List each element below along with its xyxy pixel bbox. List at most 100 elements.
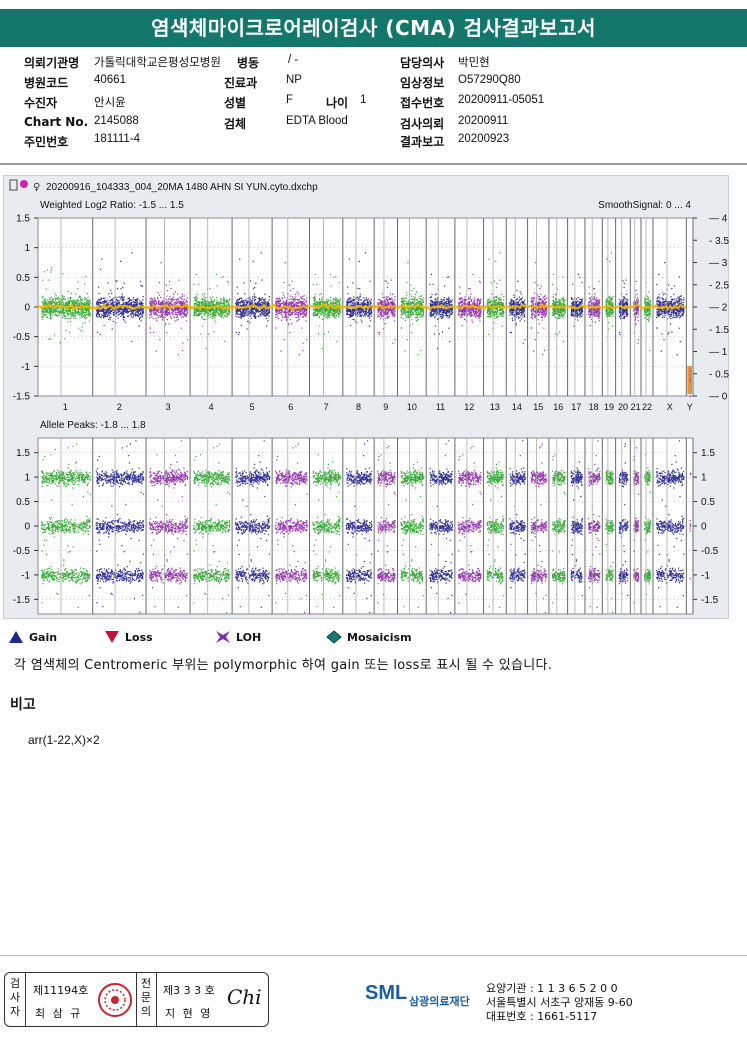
chr-4-points-panel-1 [193,273,231,350]
chr-17-points-panel-1 [570,273,584,327]
chr-label-6: 6 [288,402,293,412]
female-icon: ♀ [33,182,40,193]
chr-label-8: 8 [356,402,361,412]
legend-item-gain: Gain [8,630,57,644]
address: 서울특별시 서초구 양재동 9-60 [486,996,633,1009]
department-value: NP [286,74,302,86]
institution-code: 요양기관 : 1 1 3 6 5 2 0 0 [486,982,618,995]
chr-2-points-panel-1 [95,252,145,343]
patient-value: 안시윤 [94,97,126,109]
panel-right-title-1: SmoothSignal: 0 ... 4 [598,200,691,211]
specialist-name: 지 현 영 [165,1007,213,1020]
chr-label-15: 15 [533,402,543,412]
y-tick-label: 1.5 [16,214,30,225]
chr-3-points-panel-1 [149,262,189,356]
department-label: 진료과 [224,76,258,90]
right-tick-label: - 2.5 [709,280,729,291]
chr-X-points-panel-1 [656,262,685,356]
chr-label-20: 20 [618,402,628,412]
triangle-down-icon [105,631,119,643]
chr-4-points-panel-2 [193,443,231,614]
chr-15-points-panel-1 [530,262,547,356]
age-label: 나이 [326,96,349,110]
chr-label-3: 3 [166,402,171,412]
institution-label: 의뢰기관명 [24,56,80,70]
chr-label-7: 7 [324,402,329,412]
y-tick-label: 0 [24,522,30,533]
legend-label-loh: LOH [236,630,262,644]
ward-label: 병동 [237,56,260,70]
y-tick-label: -0.5 [13,332,31,343]
right-tick-label: -1.5 [701,595,719,606]
right-tick-label: - 1.5 [709,325,729,336]
chr-18-points-panel-2 [588,440,601,608]
y-tick-label: 0 [24,303,30,314]
chr-18-points-panel-1 [588,280,601,327]
chr-9-points-panel-1 [377,279,396,344]
seal-stamp-icon [98,983,132,1017]
chr-1-points-panel-1 [41,250,91,344]
request-date-value: 20200911 [458,115,509,127]
footer-divider [0,955,747,956]
handwritten-signature: Chi [227,985,262,1009]
legend-label-loss: Loss [125,630,153,644]
right-tick-label: 0 [701,522,707,533]
sml-logo: SML 삼광의료재단 [365,980,485,1020]
institution-value: 가톨릭대학교은평성모병원 [94,57,221,69]
chr-label-10: 10 [407,402,417,412]
request-date-label: 검사의뢰 [400,117,445,131]
chr-21-points-panel-2 [633,447,640,604]
chr-11-points-panel-2 [429,440,454,614]
footer-address-block: 요양기관 : 1 1 3 6 5 2 0 0 서울특별시 서초구 양재동 9-6… [486,982,633,1024]
chr-16-points-panel-2 [551,454,566,604]
chr-11-points-panel-1 [429,273,454,350]
remark-heading: 비고 [10,697,36,713]
sign-divider [156,973,157,1026]
sml-logo-text: SML [365,982,408,1004]
chr-label-21: 21 [631,402,641,412]
loh-star-icon [216,631,230,643]
chr-13-points-panel-1 [486,252,505,336]
right-tick-label: -0.5 [701,546,719,557]
sign-divider [136,973,137,1026]
chart-no-label: Chart No. [24,115,89,129]
right-tick-label: — 2 [709,303,728,314]
chr-5-points-panel-1 [235,252,271,336]
chart-file-name: 20200916_104333_004_20MA 1480 AHN SI YUN… [46,182,318,193]
info-divider [0,163,747,165]
chr-20-points-panel-1 [618,279,629,336]
y-tick-label: 1 [24,473,30,484]
triangle-up-icon [9,631,23,643]
sign-divider [25,973,26,1026]
tester-name: 최 삼 규 [35,1007,83,1020]
right-tick-label: 1 [701,473,707,484]
chr-14-points-panel-2 [509,440,526,589]
chr-label-14: 14 [512,402,522,412]
report-date-value: 20200923 [458,133,510,145]
id-value: 181111-4 [94,133,141,145]
report-title: 염색체마이크로어레이검사 (CMA) 검사결과보고서 [0,9,747,47]
chr-1-points-panel-2 [41,443,91,608]
chart-no-value: 2145088 [94,115,139,127]
chr-label-16: 16 [553,402,563,412]
chr-label-22: 22 [642,402,652,412]
chr-label-18: 18 [589,402,599,412]
smooth-signal-line [36,302,687,312]
right-tick-label: — 0 [709,392,728,403]
org-name: 삼광의료재단 [409,995,470,1008]
y-tick-label: -1 [21,570,30,581]
chr-label-2: 2 [117,402,122,412]
cma-chart: 20200916_104333_004_20MA 1480 AHN SI YUN… [3,175,729,619]
panel-title-1: Weighted Log2 Ratio: -1.5 ... 1.5 [40,200,184,211]
cma-chart-svg: 20200916_104333_004_20MA 1480 AHN SI YUN… [9,179,729,615]
receipt-no-label: 접수번호 [400,96,445,110]
chr-12-points-panel-2 [457,445,482,604]
id-label: 주민번호 [24,135,69,149]
specimen-value: EDTA Blood [286,115,348,127]
chr-label-5: 5 [250,402,255,412]
chr-12-points-panel-1 [458,273,482,327]
y-tick-label: -0.5 [13,546,31,557]
remark-value: arr(1-22,X)×2 [28,733,100,747]
